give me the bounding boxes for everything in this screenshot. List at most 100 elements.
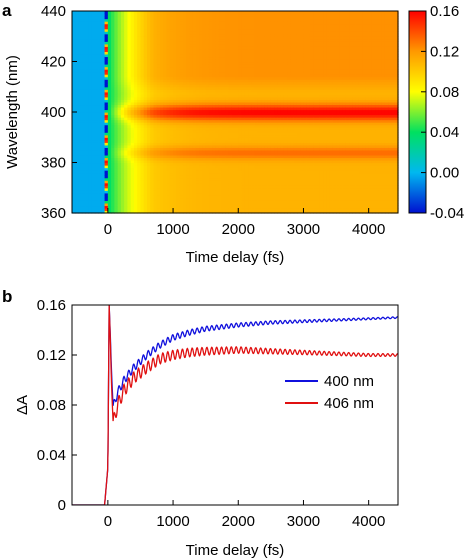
heatmap-cell [195, 18, 200, 22]
heatmap-cell [267, 182, 272, 186]
heatmap-cell [251, 197, 256, 201]
heatmap-cell [117, 31, 122, 35]
heatmap-cell [166, 134, 171, 138]
heatmap-cell [107, 162, 112, 166]
heatmap-cell [179, 190, 184, 194]
heatmap-cell [127, 99, 132, 103]
heatmap-cell [85, 51, 89, 55]
heatmap-cell [248, 142, 252, 146]
heatmap-cell [228, 142, 233, 146]
heatmap-cell [75, 134, 80, 138]
heatmap-cell [251, 134, 256, 138]
heatmap-cell [244, 172, 249, 176]
heatmap-cell [251, 177, 256, 181]
heatmap-cell [120, 144, 125, 148]
heatmap-cell [235, 61, 239, 65]
heatmap-cell [133, 74, 138, 78]
heatmap-cell [91, 180, 96, 184]
heatmap-cell [133, 84, 138, 88]
heatmap-cell [98, 197, 102, 201]
heatmap-cell [153, 38, 158, 42]
heatmap-cell [267, 31, 272, 35]
heatmap-cell [264, 53, 269, 58]
heatmap-cell [88, 185, 93, 189]
heatmap-cell [202, 207, 207, 212]
heatmap-cell [146, 149, 151, 154]
heatmap-cell [166, 91, 171, 95]
heatmap-cell [205, 18, 210, 22]
heatmap-cell [238, 26, 243, 30]
heatmap-cell [235, 139, 239, 143]
heatmap-cell [264, 94, 269, 98]
heatmap-cell [81, 170, 86, 174]
heatmap-cell [261, 190, 265, 194]
heatmap-cell [127, 58, 132, 63]
heatmap-cell [163, 89, 168, 93]
heatmap-cell [228, 96, 233, 100]
heatmap-cell [241, 165, 246, 169]
heatmap-cell [133, 197, 138, 201]
heatmap-cell [91, 147, 96, 151]
heatmap-cell [215, 66, 220, 70]
heatmap-cell [143, 64, 148, 68]
heatmap-cell [212, 33, 217, 37]
heatmap-cell [205, 21, 210, 25]
heatmap-cell [228, 79, 233, 83]
heatmap-cell [91, 74, 96, 78]
heatmap-cell [81, 137, 86, 141]
heatmap-cell [150, 119, 155, 123]
heatmap-cell [146, 99, 151, 103]
heatmap-cell [182, 114, 187, 118]
heatmap-cell [264, 144, 269, 148]
heatmap-cell [156, 69, 161, 73]
heatmap-cell [120, 147, 125, 151]
heatmap-cell [231, 197, 236, 201]
heatmap-cell [133, 124, 138, 128]
heatmap-cell [244, 66, 249, 70]
heatmap-cell [111, 71, 115, 75]
heatmap-cell [153, 159, 158, 164]
heatmap-cell [192, 96, 197, 100]
heatmap-cell [257, 129, 262, 133]
heatmap-cell [195, 69, 200, 73]
heatmap-cell [104, 147, 109, 151]
heatmap-cell [124, 74, 129, 78]
heatmap-cell [160, 170, 164, 174]
heatmap-cell [264, 207, 269, 212]
heatmap-cell [153, 117, 158, 121]
heatmap-cell [205, 96, 210, 100]
heatmap-cell [173, 84, 177, 88]
heatmap-cell [150, 114, 155, 118]
heatmap-cell [124, 119, 129, 123]
heatmap-cell [221, 43, 226, 47]
heatmap-cell [124, 21, 129, 25]
heatmap-cell [186, 202, 190, 207]
heatmap-cell [235, 197, 239, 201]
heatmap-cell [205, 152, 210, 156]
heatmap-cell [107, 13, 112, 17]
heatmap-cell [179, 71, 184, 75]
heatmap-cell [257, 127, 262, 131]
heatmap-cell [261, 11, 265, 15]
heatmap-cell [143, 41, 148, 45]
heatmap-cell [153, 207, 158, 212]
heatmap-cell [160, 84, 164, 88]
heatmap-cell [111, 48, 115, 52]
heatmap-cell [117, 202, 122, 207]
heatmap-cell [261, 99, 265, 103]
heatmap-cell [202, 31, 207, 35]
heatmap-cell [72, 79, 76, 83]
heatmap-cell [156, 172, 161, 176]
heatmap-cell [241, 129, 246, 133]
heatmap-cell [212, 170, 217, 174]
heatmap-cell [107, 71, 112, 75]
heatmap-cell [130, 124, 135, 128]
heatmap-cell [189, 91, 194, 95]
heatmap-cell [111, 154, 115, 159]
heatmap-cell [208, 33, 213, 37]
heatmap-cell [231, 94, 236, 98]
heatmap-cell [228, 86, 233, 90]
heatmap-cell [218, 205, 223, 209]
heatmap-cell [199, 41, 203, 45]
heatmap-cell [133, 11, 138, 15]
